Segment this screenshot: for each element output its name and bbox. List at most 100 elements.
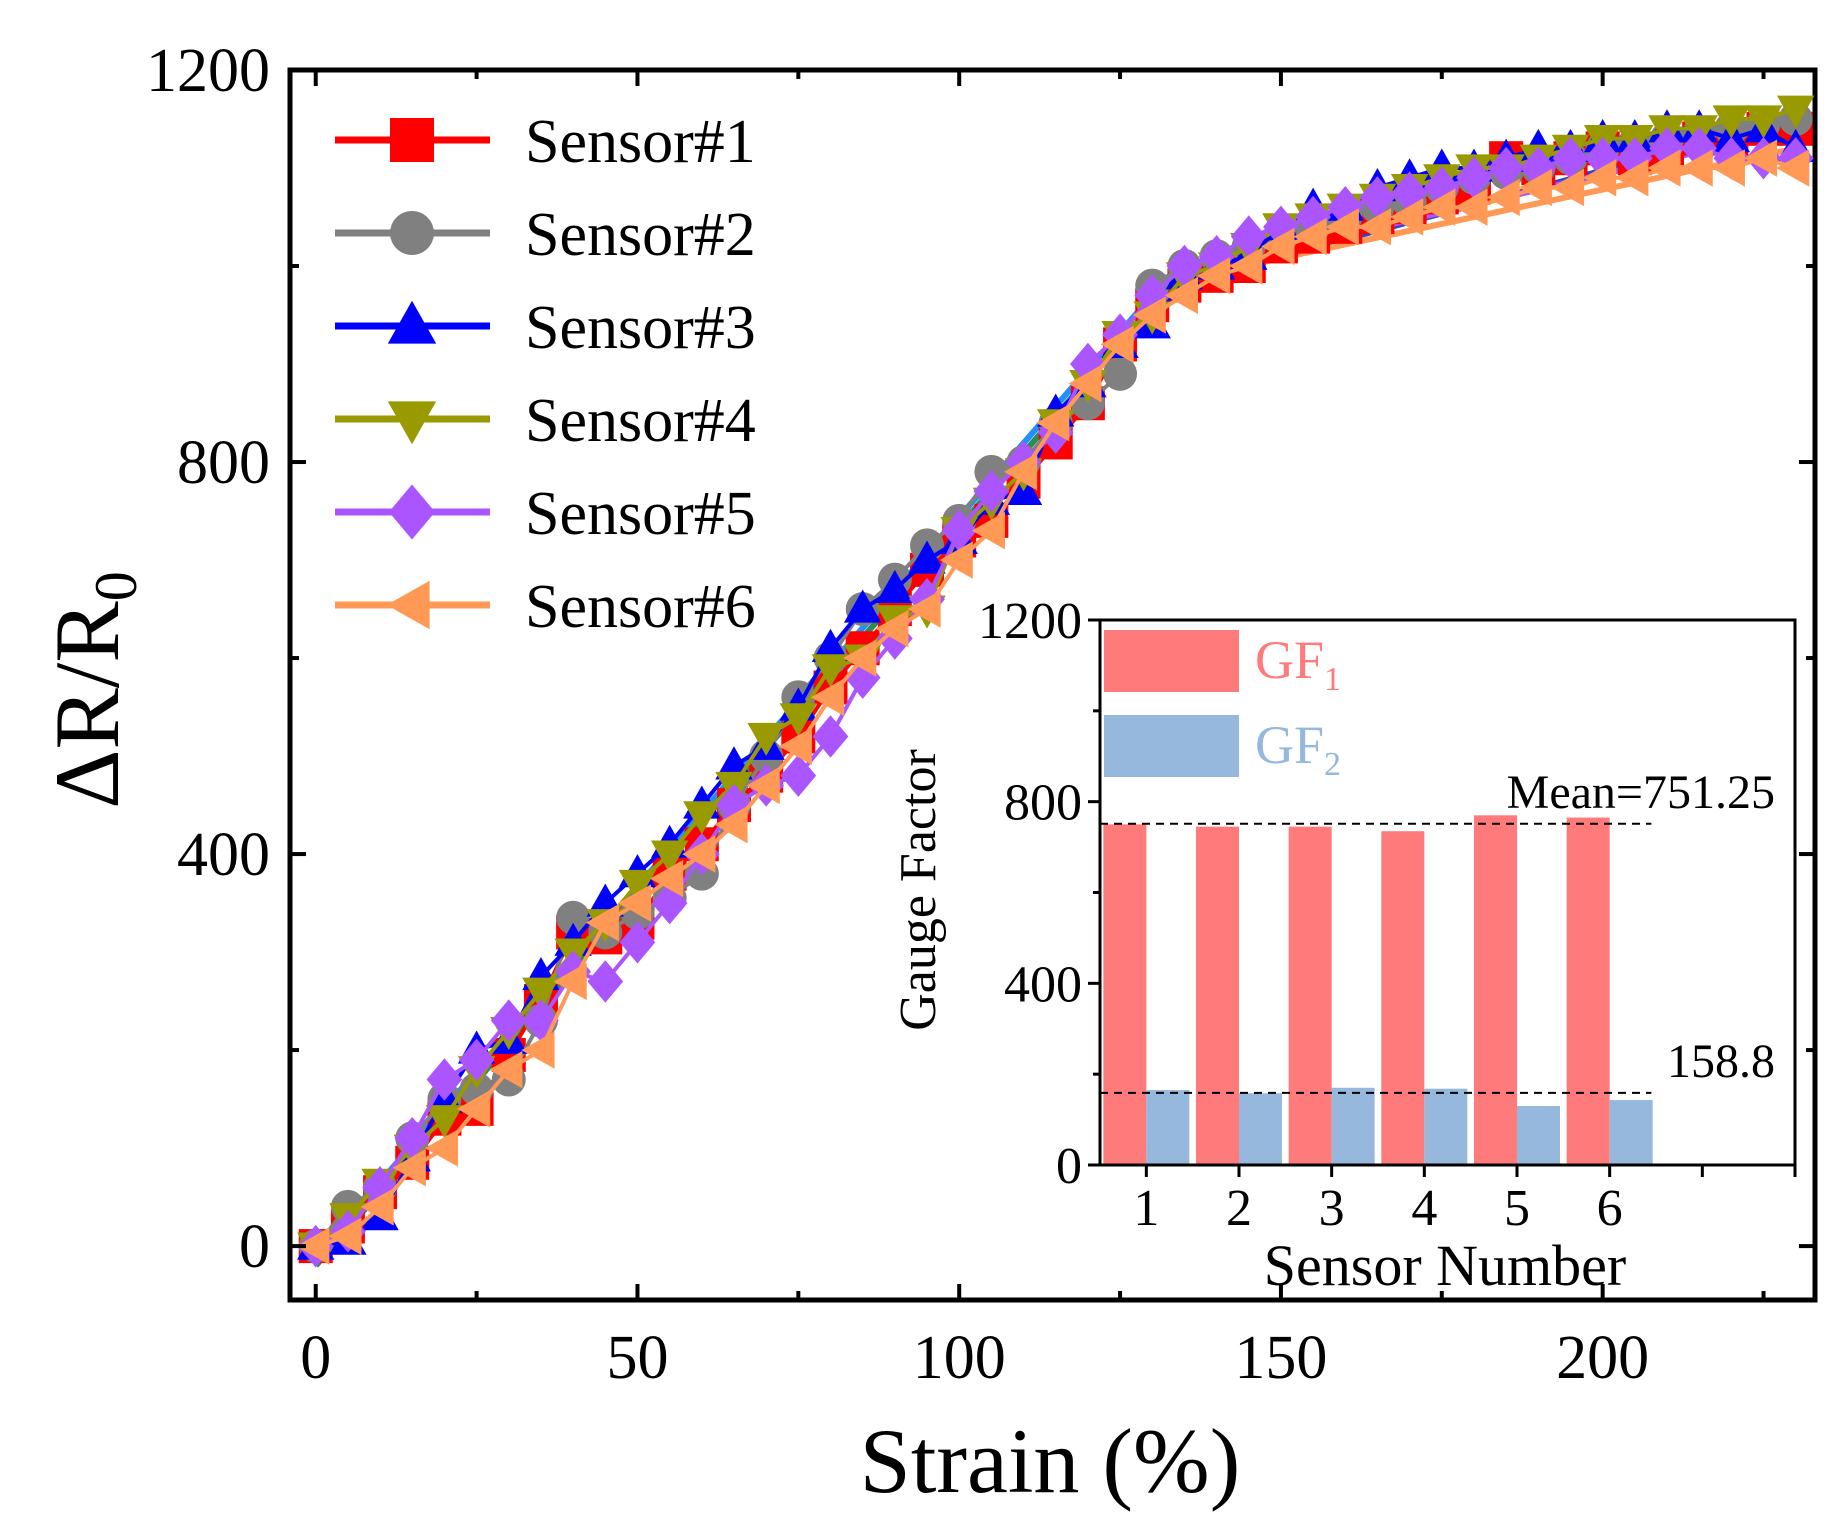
series-6-point <box>714 805 748 844</box>
series-5 <box>297 127 1814 1268</box>
inset-legend-swatch <box>1104 630 1239 692</box>
series-6-point <box>1164 276 1199 315</box>
y-tick-label: 800 <box>177 429 270 497</box>
inset-bar-gf2-6 <box>1609 1100 1653 1165</box>
series-6-point <box>1518 168 1552 207</box>
series-6-point <box>1583 159 1617 197</box>
series-6-point <box>424 1129 459 1167</box>
series-5-point <box>1584 136 1621 180</box>
series-6-point <box>457 1090 491 1128</box>
y-tick-label: 0 <box>239 1213 270 1281</box>
series-6-point <box>553 962 587 1001</box>
series-6-point <box>1743 139 1778 177</box>
inset-x-tick-label: 6 <box>1597 1180 1623 1237</box>
legend-entry-1: Sensor#1 <box>335 108 756 176</box>
inset-y-tick-label: 800 <box>1004 775 1082 832</box>
series-6-point <box>296 1227 330 1265</box>
series-5-point <box>1488 146 1524 190</box>
inset-legend-swatch <box>1104 715 1239 777</box>
inset-x-axis-label: Sensor Number <box>1264 1233 1626 1298</box>
series-2-point <box>556 900 591 935</box>
series-6-point <box>1679 149 1713 187</box>
series-6-point <box>1776 149 1810 187</box>
inset-legend-entry-1: GF1 <box>1104 630 1341 698</box>
series-5-point <box>1423 166 1460 209</box>
series-6-point <box>392 1148 426 1187</box>
legend-marker <box>388 484 436 540</box>
x-tick-label: 50 <box>606 1324 668 1392</box>
inset-y-tick-label: 400 <box>1004 956 1082 1013</box>
series-6-point <box>1615 159 1649 197</box>
series-5-point <box>1681 127 1718 170</box>
series-3-point <box>908 540 946 574</box>
inset-bar-gf2-4 <box>1424 1088 1468 1165</box>
inset-ref-label-1: Mean=751.25 <box>1507 766 1775 819</box>
y-tick-label: 1200 <box>146 37 270 105</box>
series-6-point <box>682 835 716 873</box>
inset-bar-gf2-1 <box>1146 1090 1190 1165</box>
x-tick-label: 200 <box>1556 1324 1649 1392</box>
series-6-point <box>1003 453 1038 491</box>
series-5-point <box>426 1058 463 1101</box>
inset-reference-lines: Mean=751.25 158.8 <box>1100 766 1775 1094</box>
series-5-point <box>490 999 527 1042</box>
inset-bar-gf2-5 <box>1517 1105 1560 1165</box>
series-6 <box>296 139 1810 1265</box>
series-6-point <box>810 678 845 716</box>
inset-legend-entry-2: GF2 <box>1104 715 1341 783</box>
main-legend: Sensor#1 Sensor#2 Sensor#3 Sensor#4 Sensor#5… <box>335 108 756 641</box>
inset-bar-gf1-4 <box>1381 831 1425 1165</box>
series-5-point <box>523 999 559 1042</box>
series-6-point <box>328 1217 362 1255</box>
series-6-point <box>617 884 652 922</box>
inset-x-tick-label: 5 <box>1504 1180 1530 1237</box>
series-6-point <box>1390 198 1424 236</box>
series-6-point <box>1325 208 1359 246</box>
x-tick-label: 0 <box>300 1324 331 1392</box>
series-6-point <box>1711 149 1745 187</box>
series-3-point <box>876 569 914 604</box>
legend-label: Sensor#6 <box>525 573 756 641</box>
series-5-point <box>1166 244 1203 288</box>
series-6-point <box>1293 217 1327 256</box>
x-tick-label: 100 <box>913 1324 1006 1392</box>
inset-bar-gf1-5 <box>1474 815 1517 1165</box>
legend-label: Sensor#4 <box>525 387 756 455</box>
legend-marker <box>387 300 437 344</box>
legend-entry-4: Sensor#4 <box>335 387 756 455</box>
legend-marker <box>386 580 430 630</box>
legend-marker <box>387 401 437 445</box>
series-6-point <box>778 727 812 765</box>
series-4-point <box>1776 95 1815 129</box>
series-6-point <box>907 590 941 628</box>
y-axis-label-main: ΔR/R <box>36 601 138 809</box>
inset-bar-gf1-3 <box>1288 826 1332 1165</box>
legend-marker <box>390 211 434 255</box>
legend-label: Sensor#3 <box>525 294 756 362</box>
series-6-point <box>1036 404 1070 442</box>
series-5-point <box>362 1166 398 1209</box>
inset-bar-gf1-6 <box>1566 817 1610 1165</box>
series-6-point <box>1422 188 1456 226</box>
series-5-point <box>973 470 1010 513</box>
inset-x-tick-label: 4 <box>1411 1180 1437 1237</box>
series-6-point <box>843 639 877 677</box>
series-5-point <box>1552 136 1589 180</box>
series-5-point <box>619 921 656 964</box>
series-6-point <box>521 1031 555 1069</box>
series-4-point <box>1744 105 1783 139</box>
inset-x-tick-label: 1 <box>1133 1180 1159 1237</box>
main-series-group <box>296 95 1815 1268</box>
series-4-point <box>1712 105 1751 139</box>
inset-x-tick-label: 3 <box>1319 1180 1345 1237</box>
series-5-point <box>587 960 624 1003</box>
y-axis-label: ΔR/R0 <box>36 571 149 808</box>
series-3-point <box>843 589 882 623</box>
series-6-point <box>1486 178 1520 217</box>
series-5-point <box>1230 215 1267 258</box>
y-axis-label-subscript: 0 <box>83 571 149 601</box>
series-6-point <box>489 1050 523 1089</box>
series-6-point <box>1550 168 1585 207</box>
